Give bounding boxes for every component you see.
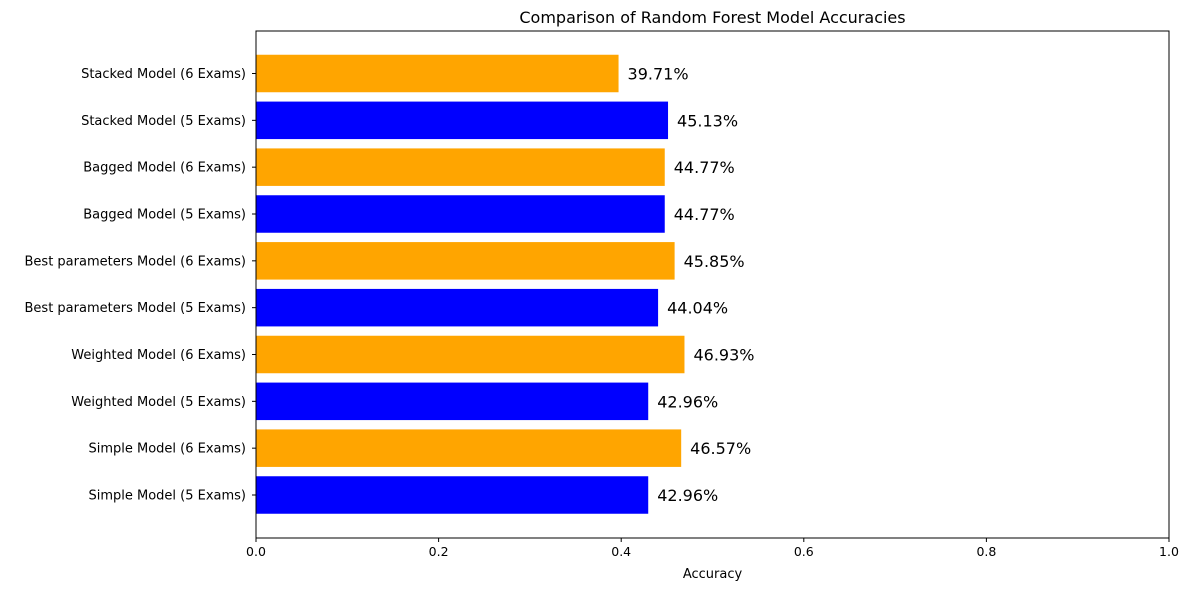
category-labels-group: Simple Model (5 Exams) Simple Model (6 Ex… — [25, 67, 256, 504]
category-label: Simple Model (6 Exams) — [88, 442, 246, 457]
bar — [256, 288, 659, 327]
chart-title: Comparison of Random Forest Model Accura… — [519, 8, 905, 27]
category-label: Best parameters Model (6 Exams) — [25, 254, 246, 269]
data-labels-group: 42.96% 46.57% 42.96% 46.93% 44.04% 45.85% 44.7… — [628, 65, 755, 506]
category-label: Bagged Model (6 Exams) — [83, 161, 246, 176]
bar-value-label: 45.85% — [684, 252, 745, 271]
bar — [256, 476, 649, 514]
category-label: Bagged Model (5 Exams) — [83, 208, 246, 223]
bar-value-label: 46.57% — [690, 439, 751, 458]
x-tick-label: 0.8 — [976, 544, 996, 559]
category-label: Stacked Model (6 Exams) — [81, 67, 246, 82]
bar-value-label: 44.77% — [674, 205, 735, 224]
bar-value-label: 42.96% — [657, 392, 718, 411]
x-tick-label: 0.0 — [246, 544, 266, 559]
category-label: Weighted Model (6 Exams) — [71, 348, 246, 363]
x-tick-label: 0.2 — [429, 544, 449, 559]
bar-value-label: 42.96% — [657, 486, 718, 505]
category-label: Best parameters Model (5 Exams) — [25, 301, 246, 316]
bar — [256, 148, 665, 186]
bar — [256, 54, 619, 93]
x-axis-label: Accuracy — [683, 567, 743, 582]
bars-group — [256, 54, 685, 514]
bar — [256, 195, 665, 233]
bar-value-label: 44.77% — [674, 158, 735, 177]
bar-value-label: 45.13% — [677, 111, 738, 130]
plot-frame — [255, 30, 1170, 539]
x-tick-label: 1.0 — [1159, 544, 1179, 559]
bar — [256, 382, 649, 421]
bar — [256, 335, 685, 374]
bar — [256, 429, 682, 467]
category-label: Simple Model (5 Exams) — [88, 489, 246, 504]
bar — [256, 101, 669, 140]
x-tick-label: 0.4 — [611, 544, 631, 559]
bar-value-label: 39.71% — [628, 65, 689, 84]
bar-value-label: 46.93% — [693, 346, 754, 365]
x-axis-ticks-group: 0.0 0.2 0.4 0.6 0.8 1.0 — [246, 538, 1179, 559]
x-tick-label: 0.6 — [794, 544, 814, 559]
category-label: Stacked Model (5 Exams) — [81, 114, 246, 129]
bar-value-label: 44.04% — [667, 299, 728, 318]
bar — [256, 242, 675, 280]
category-label: Weighted Model (5 Exams) — [71, 395, 246, 410]
